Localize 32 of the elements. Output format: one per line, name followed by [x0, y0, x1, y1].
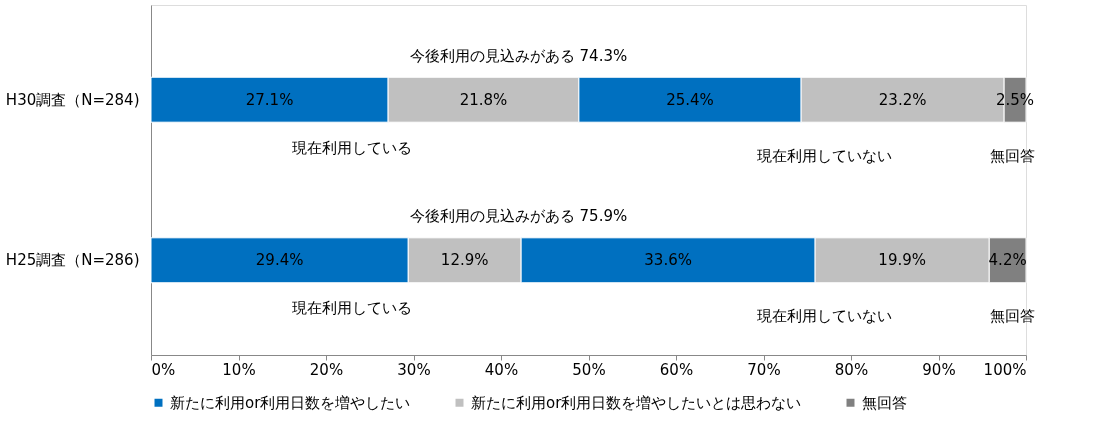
data-label: 29.4% [255, 251, 304, 270]
x-tick-label: 60% [659, 360, 694, 379]
x-tick-label: 10% [222, 360, 256, 379]
x-tick-label: 0% [151, 360, 176, 379]
annotation: 今後利用の見込みがある 74.3% [409, 46, 628, 65]
x-tick-label: 30% [397, 360, 431, 379]
annotation: 現在利用している [292, 299, 413, 318]
x-tick-label: 80% [834, 360, 869, 379]
legend-label: 無回答 [862, 393, 907, 412]
annotation: 現在利用していない [757, 146, 893, 165]
data-label: 33.6% [644, 251, 692, 270]
data-label: 12.9% [440, 251, 489, 270]
y-tick-label: H30調査（N=284) [5, 90, 140, 109]
x-tick-label: 50% [572, 360, 606, 379]
data-label: 25.4% [666, 90, 714, 109]
x-tick-label: 70% [747, 360, 781, 379]
data-label: 23.2% [878, 90, 927, 109]
annotation: 今後利用の見込みがある 75.9% [409, 207, 628, 226]
annotation: 現在利用していない [757, 307, 893, 326]
data-label: 19.9% [878, 251, 927, 270]
x-tick-label: 100% [983, 360, 1027, 379]
y-tick-label: H25調査（N=286) [5, 251, 140, 270]
legend-label: 新たに利用or利用日数を増やしたい [170, 393, 411, 412]
data-label: 21.8% [459, 90, 508, 109]
annotation: 現在利用している [292, 138, 413, 157]
annotation: 無回答 [990, 146, 1036, 165]
x-tick-label: 20% [309, 360, 344, 379]
x-tick-label: 40% [484, 360, 519, 379]
data-label: 27.1% [245, 90, 294, 109]
x-tick-label: 90% [922, 360, 956, 379]
legend-label: 新たに利用or利用日数を増やしたいとは思わない [471, 393, 802, 412]
annotation: 無回答 [990, 307, 1036, 326]
